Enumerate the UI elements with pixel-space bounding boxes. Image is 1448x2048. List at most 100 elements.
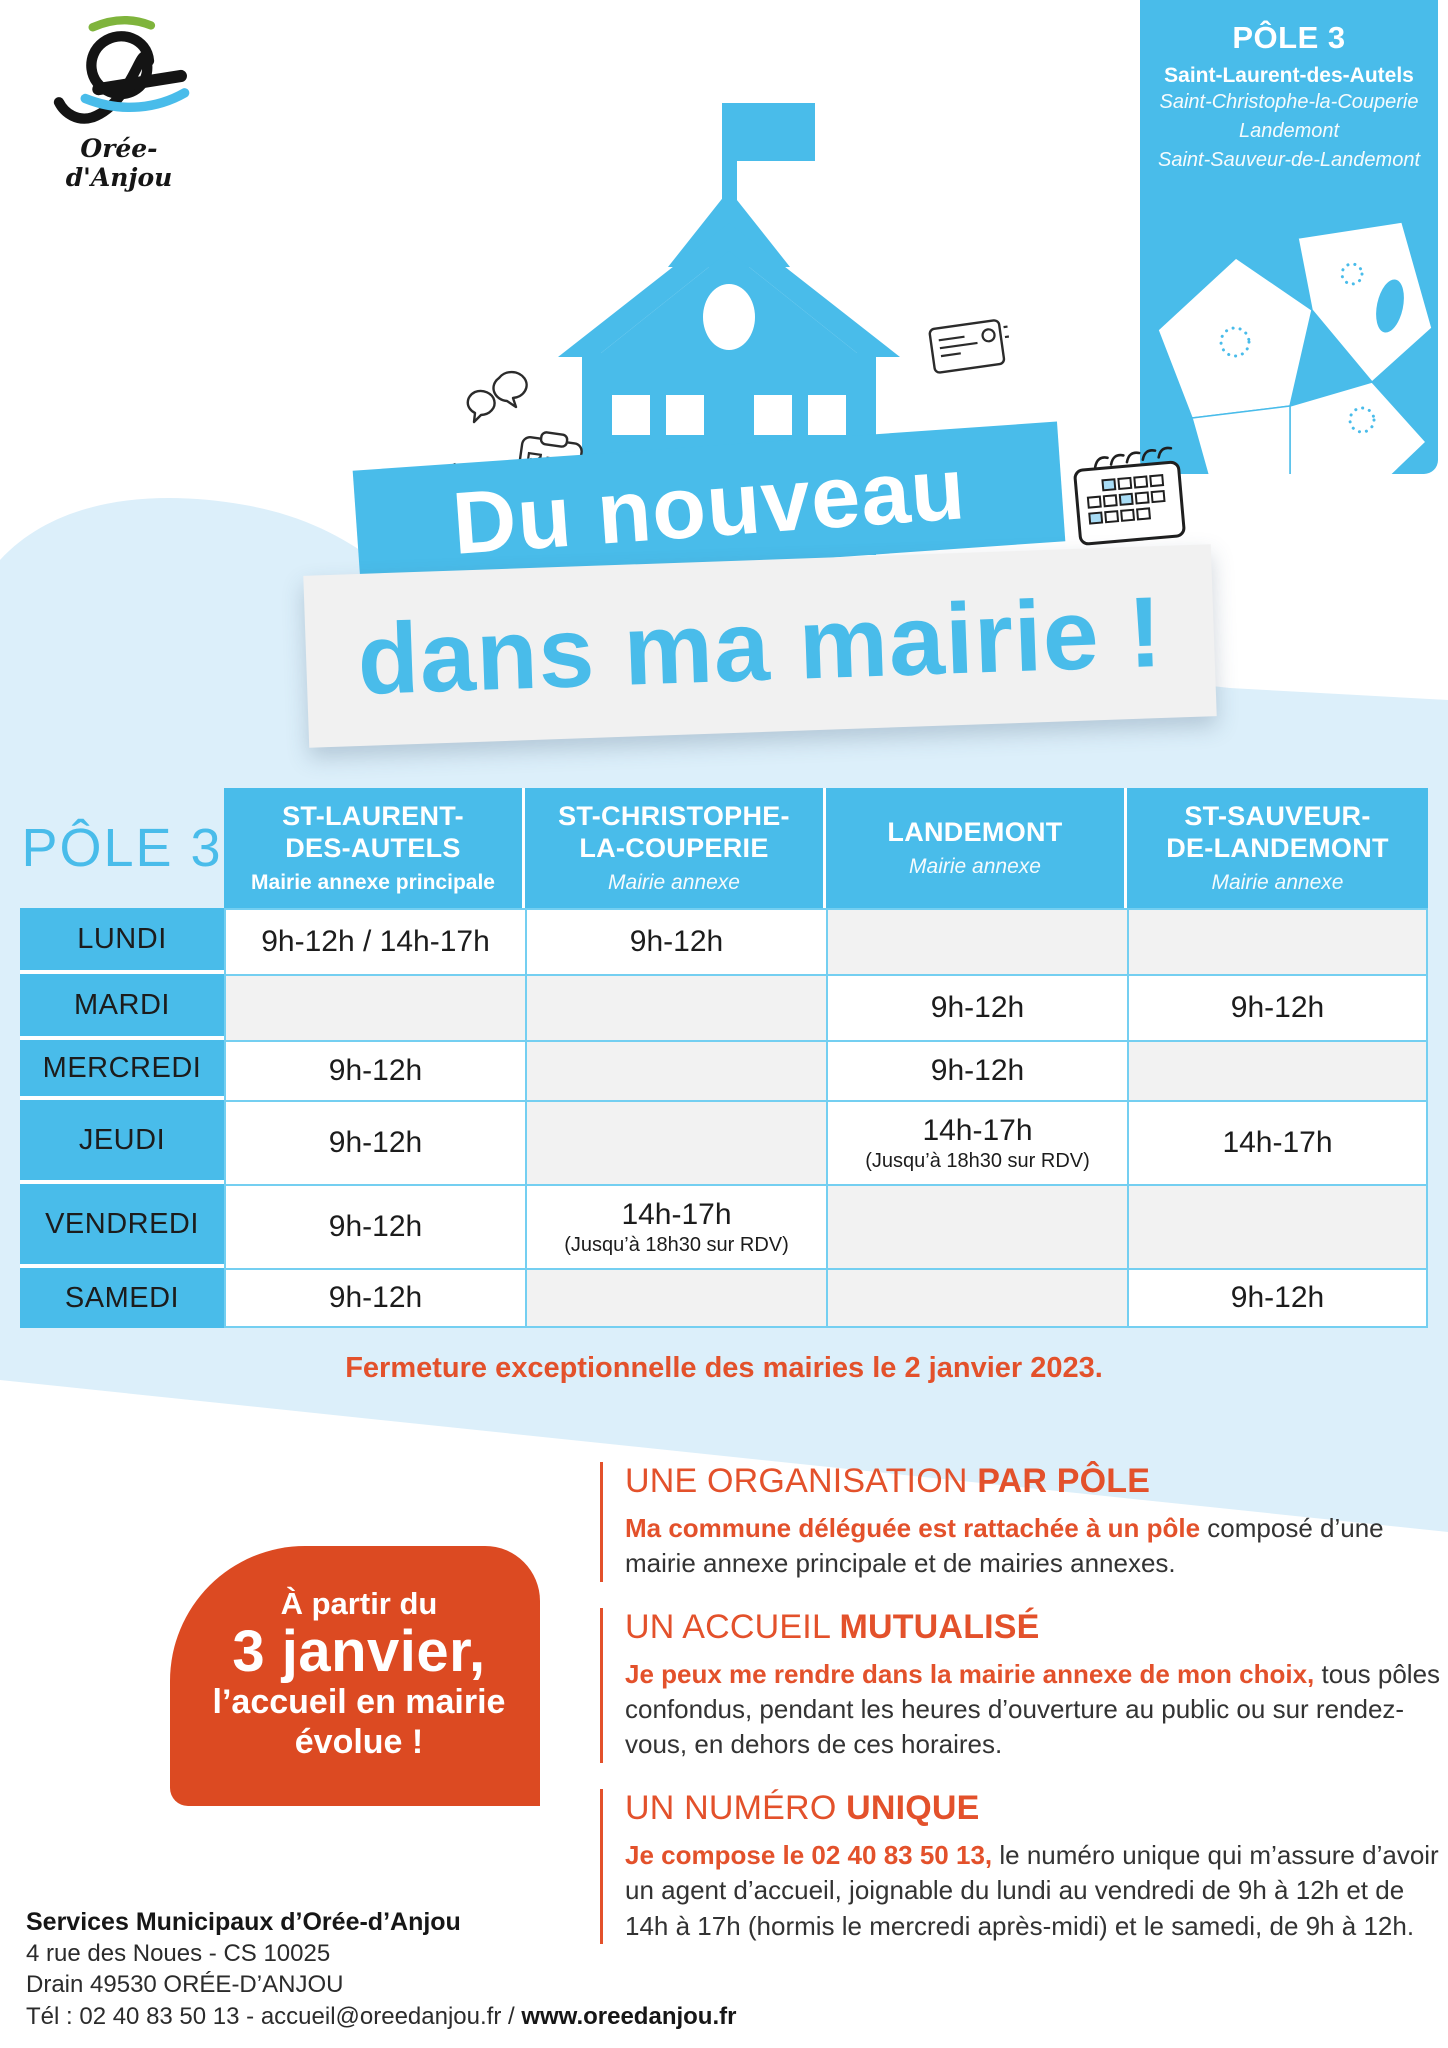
- column-header: LANDEMONT Mairie annexe: [826, 788, 1127, 908]
- pole-commune: Saint-Sauveur-de-Landemont: [1157, 149, 1421, 171]
- pole-commune: Landemont: [1238, 120, 1340, 142]
- day-cell: JEUDI: [20, 1100, 224, 1184]
- info-section: UNE ORGANISATION PAR PÔLE Ma commune délé…: [600, 1462, 1448, 1582]
- highlight-line1: À partir du: [280, 1585, 438, 1621]
- highlight-blob: À partir du 3 janvier, l’accueil en mair…: [170, 1546, 540, 1806]
- schedule-cell: [826, 1268, 1127, 1328]
- day-cell: SAMEDI: [20, 1268, 224, 1328]
- section-text: composé d’une mairie annexe principale e…: [625, 1513, 1384, 1579]
- closure-note: Fermeture exceptionnelle des mairies le …: [345, 1352, 1103, 1384]
- schedule-cell: 9h-12h: [224, 1268, 525, 1328]
- pole-card-main-commune: Saint-Laurent-des-Autels: [1164, 64, 1414, 87]
- opening-hours: 9h-12h: [328, 1126, 423, 1159]
- column-subtitle: Mairie annexe: [608, 871, 740, 895]
- headline-banner-bottom: dans ma mairie !: [303, 544, 1217, 748]
- footer-address-line2: Drain 49530 ORÉE-D’ANJOU: [26, 1971, 344, 1999]
- schedule-corner: PÔLE 3: [20, 788, 224, 908]
- section-title: UNE ORGANISATION PAR PÔLE: [625, 1462, 1448, 1501]
- section-lead: Je peux me rendre dans la mairie annexe …: [625, 1658, 1315, 1689]
- schedule-cell: [525, 1100, 826, 1184]
- opening-note: (Jusqu’à 18h30 sur RDV): [564, 1233, 789, 1256]
- pole-commune: Saint-Christophe-la-Couperie: [1159, 91, 1419, 113]
- info-section: UN NUMÉRO UNIQUE Je compose le 02 40 83 5…: [600, 1788, 1448, 1944]
- column-name: ST-SAUVEUR- DE-LANDEMONT: [1166, 800, 1389, 863]
- section-text: le numéro unique qui m’assure d’avoir un…: [625, 1839, 1439, 1941]
- section-title-regular: UNE ORGANISATION: [625, 1462, 978, 1500]
- section-title-regular: UN ACCUEIL: [625, 1607, 840, 1646]
- schedule-cell: [525, 1040, 826, 1100]
- day-cell: LUNDI: [20, 908, 224, 974]
- section-title: UN ACCUEIL MUTUALISÉ: [625, 1608, 1448, 1647]
- footer-contact-line: Tél : 02 40 83 50 13 - accueil@oreedanjo…: [26, 2002, 737, 2030]
- column-subtitle: Mairie annexe principale: [251, 871, 495, 895]
- schedule-cell: 9h-12h: [224, 1184, 525, 1268]
- opening-hours: 9h-12h: [1230, 1281, 1325, 1314]
- pole-3-card: PÔLE 3 Saint-Laurent-des-Autels Saint-Ch…: [1140, 0, 1438, 474]
- pole-label: PÔLE 3: [21, 818, 223, 878]
- opening-note: (Jusqu’à 18h30 sur RDV): [865, 1149, 1090, 1172]
- schedule-cell: [1127, 1040, 1428, 1100]
- schedule-table: PÔLE 3 ST-LAURENT- DES-AUTELS Mairie annex…: [20, 788, 1428, 1328]
- highlight-line3: l’accueil en mairie: [212, 1682, 506, 1721]
- section-title-bold: MUTUALISÉ: [839, 1607, 1040, 1646]
- section-lead: Ma commune déléguée est rattachée à un p…: [625, 1513, 1201, 1543]
- oree-anjou-logo: Orée-d'Anjou: [34, 12, 204, 192]
- opening-hours: 9h-12h: [629, 925, 724, 958]
- opening-hours: 9h-12h: [930, 991, 1025, 1024]
- opening-hours: 9h-12h: [328, 1281, 423, 1314]
- schedule-cell: 9h-12h: [1127, 974, 1428, 1040]
- footer-website: www.oreedanjou.fr: [521, 2002, 737, 2030]
- section-title: UN NUMÉRO UNIQUE: [625, 1789, 1448, 1828]
- schedule-cell: [525, 1268, 826, 1328]
- schedule-cell: [1127, 908, 1428, 974]
- day-cell: MERCREDI: [20, 1040, 224, 1100]
- info-sections: UNE ORGANISATION PAR PÔLE Ma commune délé…: [600, 1462, 1448, 1970]
- opening-hours: 9h-12h / 14h-17h: [261, 925, 490, 958]
- headline-line2: dans ma mairie !: [355, 575, 1165, 716]
- section-title-regular: UN NUMÉRO: [625, 1788, 847, 1827]
- calendar-icon: [1073, 446, 1186, 546]
- opening-hours: 9h-12h: [328, 1054, 423, 1087]
- column-header: ST-CHRISTOPHE- LA-COUPERIE Mairie annexe: [525, 788, 826, 908]
- pole-map-graphic: [1157, 221, 1433, 474]
- footer: Services Municipaux d’Orée-d’Anjou 4 rue…: [26, 1908, 736, 2035]
- schedule-cell: [826, 1184, 1127, 1268]
- section-body: Je compose le 02 40 83 50 13, le numéro …: [625, 1838, 1448, 1944]
- schedule-cell: 9h-12h: [525, 908, 826, 974]
- highlight-line4: évolue !: [294, 1722, 424, 1761]
- column-header: ST-LAURENT- DES-AUTELS Mairie annexe prin…: [224, 788, 525, 908]
- schedule-cell: 14h-17h (Jusqu’à 18h30 sur RDV): [525, 1184, 826, 1268]
- schedule-cell: 9h-12h: [826, 974, 1127, 1040]
- schedule-cell: [1127, 1184, 1428, 1268]
- logo-wordmark: Orée-d'Anjou: [65, 134, 173, 192]
- schedule-cell: 14h-17h (Jusqu’à 18h30 sur RDV): [826, 1100, 1127, 1184]
- highlight-line2: 3 janvier,: [232, 1618, 486, 1684]
- schedule-cell: [826, 908, 1127, 974]
- schedule-cell: 9h-12h / 14h-17h: [224, 908, 525, 974]
- section-lead: Je compose le 02 40 83 50 13,: [625, 1839, 993, 1870]
- schedule-cell: 14h-17h: [1127, 1100, 1428, 1184]
- column-name: LANDEMONT: [887, 816, 1063, 847]
- section-title-bold: UNIQUE: [846, 1788, 980, 1827]
- column-subtitle: Mairie annexe: [1211, 871, 1344, 895]
- logo-glyph-icon: [53, 16, 190, 124]
- pole-card-communes: Saint-Christophe-la-Couperie Landemont Sai…: [1140, 88, 1438, 175]
- id-card-icon: [928, 319, 1010, 374]
- schedule-cell: 9h-12h: [826, 1040, 1127, 1100]
- schedule-cell: 9h-12h: [224, 1100, 525, 1184]
- opening-hours: 9h-12h: [1230, 991, 1325, 1024]
- opening-hours: 14h-17h: [922, 1113, 1033, 1147]
- footer-organization: Services Municipaux d’Orée-d’Anjou: [26, 1908, 461, 1936]
- opening-hours: 14h-17h: [1222, 1126, 1333, 1159]
- speech-bubbles-icon: [466, 370, 528, 424]
- column-name: ST-LAURENT- DES-AUTELS: [282, 800, 464, 863]
- opening-hours: 14h-17h: [621, 1197, 732, 1231]
- schedule-cell: 9h-12h: [1127, 1268, 1428, 1328]
- day-cell: VENDREDI: [20, 1184, 224, 1268]
- footer-address-line1: 4 rue des Noues - CS 10025: [26, 1939, 331, 1967]
- section-body: Ma commune déléguée est rattachée à un p…: [625, 1511, 1448, 1582]
- section-title-bold: PAR PÔLE: [977, 1462, 1151, 1500]
- opening-hours: 9h-12h: [328, 1210, 423, 1243]
- column-subtitle: Mairie annexe: [909, 855, 1041, 879]
